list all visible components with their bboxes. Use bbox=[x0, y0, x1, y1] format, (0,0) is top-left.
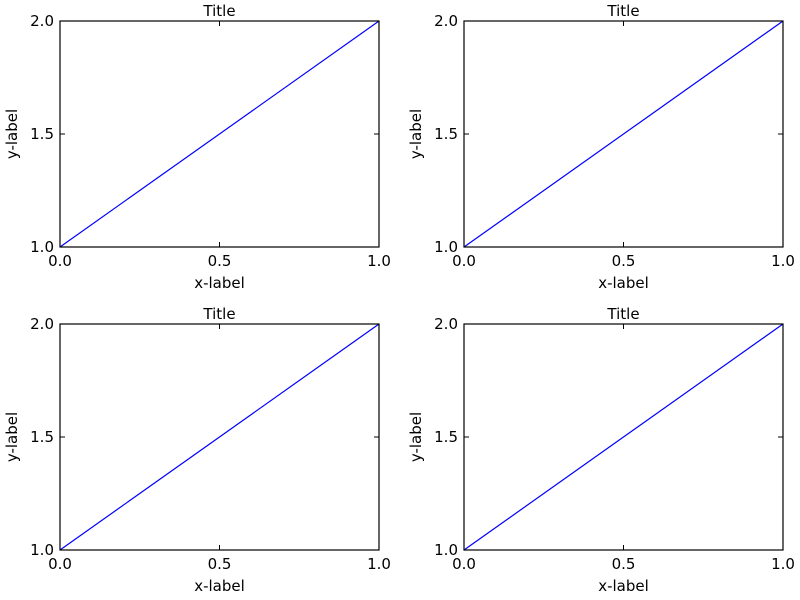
x-axis-label: x-label bbox=[194, 577, 245, 595]
subplot-4: 0.0 0.5 1.0 1.0 1.5 2.0 Title x-label y-label bbox=[407, 305, 795, 595]
x-tick-label: 0.0 bbox=[452, 252, 476, 270]
y-axis-label: y-label bbox=[407, 412, 425, 462]
x-axis-label: x-label bbox=[194, 274, 245, 292]
y-tick-label: 1.0 bbox=[434, 541, 458, 559]
series-line bbox=[59, 323, 380, 551]
x-tick-label: 1.0 bbox=[771, 555, 795, 573]
x-tick-label: 0.5 bbox=[208, 555, 232, 573]
y-axis-label: y-label bbox=[3, 412, 21, 462]
x-tick-label: 0.0 bbox=[48, 555, 72, 573]
subplot-3: 0.0 0.5 1.0 1.0 1.5 2.0 Title x-label y-label bbox=[3, 305, 391, 595]
x-tick-label: 0.5 bbox=[612, 555, 636, 573]
y-tick-label: 1.0 bbox=[30, 541, 54, 559]
series-line bbox=[59, 20, 380, 248]
subplot-title: Title bbox=[202, 2, 235, 20]
series-line bbox=[463, 20, 784, 248]
x-tick-label: 1.0 bbox=[367, 555, 391, 573]
x-tick-label: 0.0 bbox=[48, 252, 72, 270]
x-tick-label: 0.5 bbox=[612, 252, 636, 270]
series-line bbox=[463, 323, 784, 551]
subplot-title: Title bbox=[202, 305, 235, 323]
y-tick-label: 2.0 bbox=[434, 315, 458, 333]
subplot-1: 0.0 0.5 1.0 1.0 1.5 2.0 Title x-label y-label bbox=[3, 2, 391, 292]
x-axis-label: x-label bbox=[598, 577, 649, 595]
y-tick-label: 2.0 bbox=[30, 12, 54, 30]
subplot-title: Title bbox=[606, 2, 639, 20]
x-tick-label: 0.5 bbox=[208, 252, 232, 270]
x-tick-label: 0.0 bbox=[452, 555, 476, 573]
x-tick-label: 1.0 bbox=[771, 252, 795, 270]
y-axis-label: y-label bbox=[3, 109, 21, 159]
y-tick-label: 2.0 bbox=[30, 315, 54, 333]
subplot-2: 0.0 0.5 1.0 1.0 1.5 2.0 Title x-label y-label bbox=[407, 2, 795, 292]
subplot-grid: 0.0 0.5 1.01.01.52.0Titlex-labely-label0.0… bbox=[3, 2, 795, 595]
subplot-title: Title bbox=[606, 305, 639, 323]
x-axis-label: x-label bbox=[598, 274, 649, 292]
y-tick-label: 2.0 bbox=[434, 12, 458, 30]
x-tick-label: 1.0 bbox=[367, 252, 391, 270]
y-tick-label: 1.5 bbox=[434, 125, 458, 143]
y-tick-label: 1.0 bbox=[434, 238, 458, 256]
y-tick-label: 1.5 bbox=[434, 428, 458, 446]
y-axis-label: y-label bbox=[407, 109, 425, 159]
y-tick-label: 1.5 bbox=[30, 125, 54, 143]
y-tick-label: 1.0 bbox=[30, 238, 54, 256]
y-tick-label: 1.5 bbox=[30, 428, 54, 446]
